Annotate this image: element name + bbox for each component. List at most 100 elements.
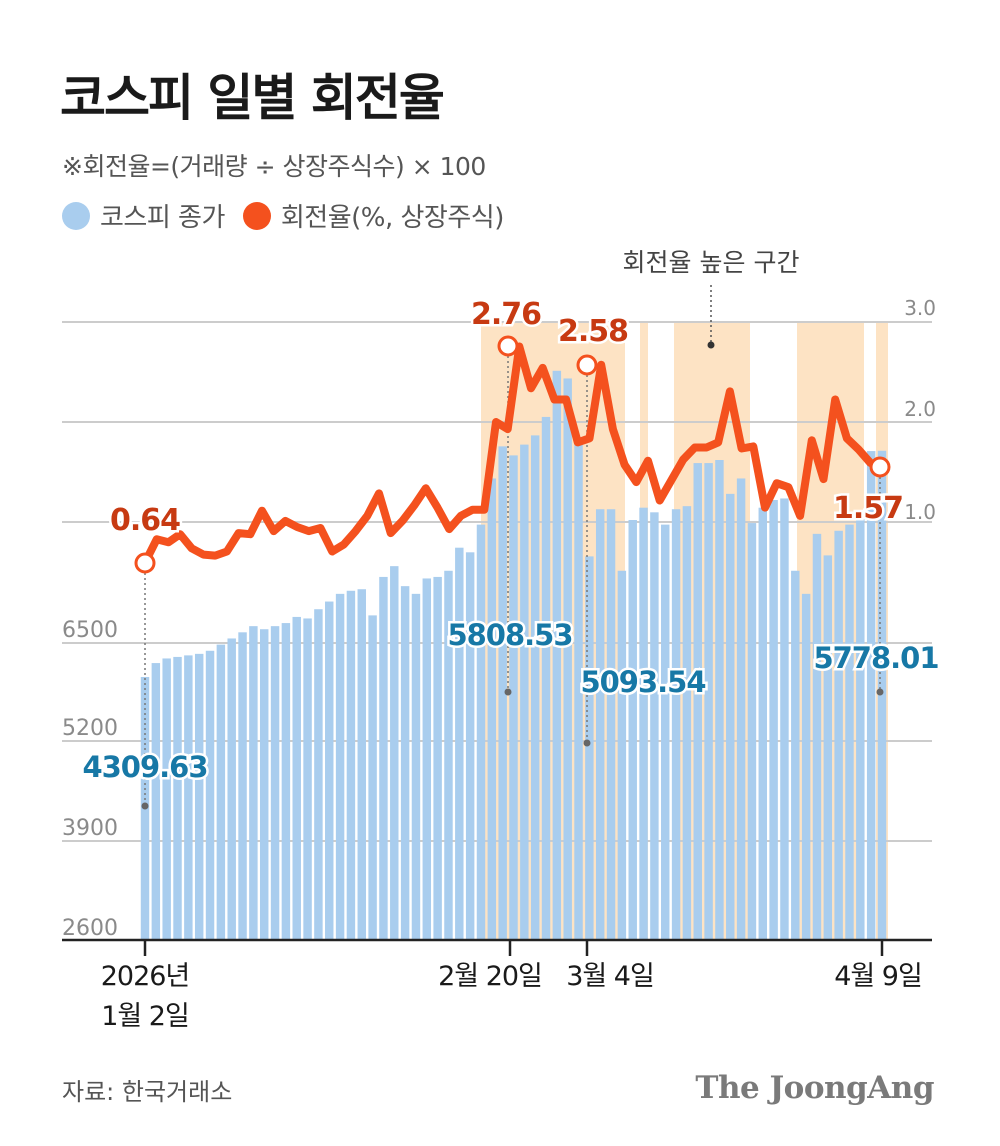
kospi-bar	[151, 663, 161, 940]
legend: 코스피 종가 회전율(%, 상장주식)	[62, 197, 522, 234]
chart-labels: 3.0 2.0 1.0 6500 5200 3900 2600 2026년 1월 2일 2월 20…	[62, 248, 942, 1032]
kospi-bar	[487, 478, 497, 940]
kospi-bar	[314, 609, 323, 940]
kospi-bar	[628, 520, 637, 940]
kospi-bar	[281, 623, 291, 940]
kospi-bar	[162, 658, 171, 940]
kospi-bar	[617, 570, 627, 940]
kospi-bar	[747, 523, 757, 940]
kospi-bar	[357, 589, 366, 940]
legend-swatch-kospi-icon	[62, 201, 90, 230]
turnover-point-marker	[869, 456, 891, 478]
kospi-bar	[736, 478, 746, 940]
kospi-bars	[140, 370, 887, 940]
leader-lines	[141, 285, 884, 810]
kospi-bar	[769, 500, 778, 940]
close-marker-dot	[504, 688, 512, 696]
turnover-annotation: 0.64	[110, 503, 180, 538]
close-marker-dot	[876, 688, 884, 696]
right-axis-tick: 2.0	[904, 397, 936, 421]
kospi-bar	[574, 440, 583, 940]
kospi-bar	[812, 533, 822, 940]
kospi-bar	[455, 547, 464, 940]
kospi-bar	[595, 509, 605, 940]
turnover-point-marker	[497, 335, 519, 357]
kospi-bar	[585, 556, 594, 940]
kospi-bar	[227, 638, 236, 940]
kospi-bar	[238, 632, 247, 940]
kospi-bar	[780, 498, 789, 940]
x-axis-label: 1월 2일	[101, 1001, 189, 1032]
x-axis-label: 3월 4일	[566, 961, 654, 992]
kospi-bar	[303, 618, 312, 940]
page-title: 코스피 일별 회전율	[60, 69, 445, 127]
kospi-bar	[509, 455, 518, 940]
kospi-bar	[390, 566, 399, 940]
brand-logo: The JoongAng	[695, 1070, 934, 1106]
kospi-bar	[715, 460, 724, 940]
turnover-series-line	[141, 342, 886, 567]
close-marker-dot	[141, 802, 149, 810]
x-axis	[62, 938, 932, 956]
close-annotation: 5093.54	[580, 665, 705, 699]
kospi-bar	[791, 570, 800, 940]
left-axis-tick: 3900	[62, 816, 118, 841]
kospi-bar	[823, 555, 833, 940]
kospi-bar	[335, 593, 345, 940]
kospi-bar	[606, 509, 616, 940]
x-axis-label: 2026년	[101, 961, 190, 992]
turnover-point-marker	[134, 552, 156, 574]
kospi-bar	[530, 435, 540, 940]
kospi-bar	[726, 493, 735, 940]
close-marker-dot	[583, 739, 591, 747]
kospi-bar	[661, 524, 670, 940]
kospi-bar	[249, 626, 258, 940]
kospi-bar	[856, 516, 865, 940]
kospi-bar	[205, 650, 215, 940]
legend-label-turnover: 회전율(%, 상장주식)	[280, 203, 504, 233]
left-axis-tick: 2600	[62, 916, 118, 941]
turnover-annotation: 2.58	[558, 314, 628, 349]
legend-item-turnover: 회전율(%, 상장주식)	[242, 197, 504, 234]
left-axis-tick: 5200	[62, 716, 118, 741]
kospi-bar	[400, 586, 410, 940]
kospi-bar	[270, 626, 280, 940]
kospi-bar	[368, 615, 377, 940]
kospi-bar	[877, 450, 887, 940]
kospi-bar	[476, 524, 486, 940]
kospi-bar	[346, 590, 356, 940]
kospi-bar	[866, 451, 876, 940]
kospi-bar	[433, 576, 442, 940]
close-annotation: 5778.01	[813, 641, 938, 675]
kospi-bar	[704, 463, 713, 940]
close-annotation: 4309.63	[82, 750, 207, 784]
kospi-bar	[639, 507, 648, 940]
x-axis-label: 4월 9일	[834, 961, 922, 992]
kospi-bar	[379, 576, 388, 940]
legend-label-kospi: 코스피 종가	[100, 203, 225, 233]
kospi-bar	[259, 629, 269, 940]
kospi-bar	[292, 616, 301, 940]
kospi-bar	[520, 444, 529, 940]
turnover-line	[134, 335, 891, 574]
kospi-bar	[194, 653, 204, 940]
source-note: 자료: 한국거래소	[62, 1078, 233, 1106]
kospi-bar	[184, 655, 193, 940]
kospi-bar	[498, 446, 507, 940]
kospi-bar	[693, 463, 702, 940]
kospi-bar	[682, 506, 692, 940]
legend-item-kospi: 코스피 종가	[62, 197, 225, 234]
kospi-bar	[216, 644, 226, 940]
kospi-bar	[422, 578, 432, 940]
turnover-point-marker	[576, 354, 598, 376]
kospi-bar	[552, 370, 562, 940]
kospi-bar	[758, 507, 768, 940]
kospi-bar	[541, 416, 551, 940]
chart: 3.0 2.0 1.0 6500 5200 3900 2600 2026년 1월 2일 2월 20…	[62, 248, 942, 1032]
turnover-annotation: 2.76	[471, 297, 541, 332]
highlight-label: 회전율 높은 구간	[623, 248, 800, 277]
close-annotation: 5808.53	[447, 618, 572, 652]
kospi-bar	[465, 552, 475, 940]
left-axis-tick: 6500	[62, 618, 118, 643]
kospi-bar	[563, 378, 572, 940]
